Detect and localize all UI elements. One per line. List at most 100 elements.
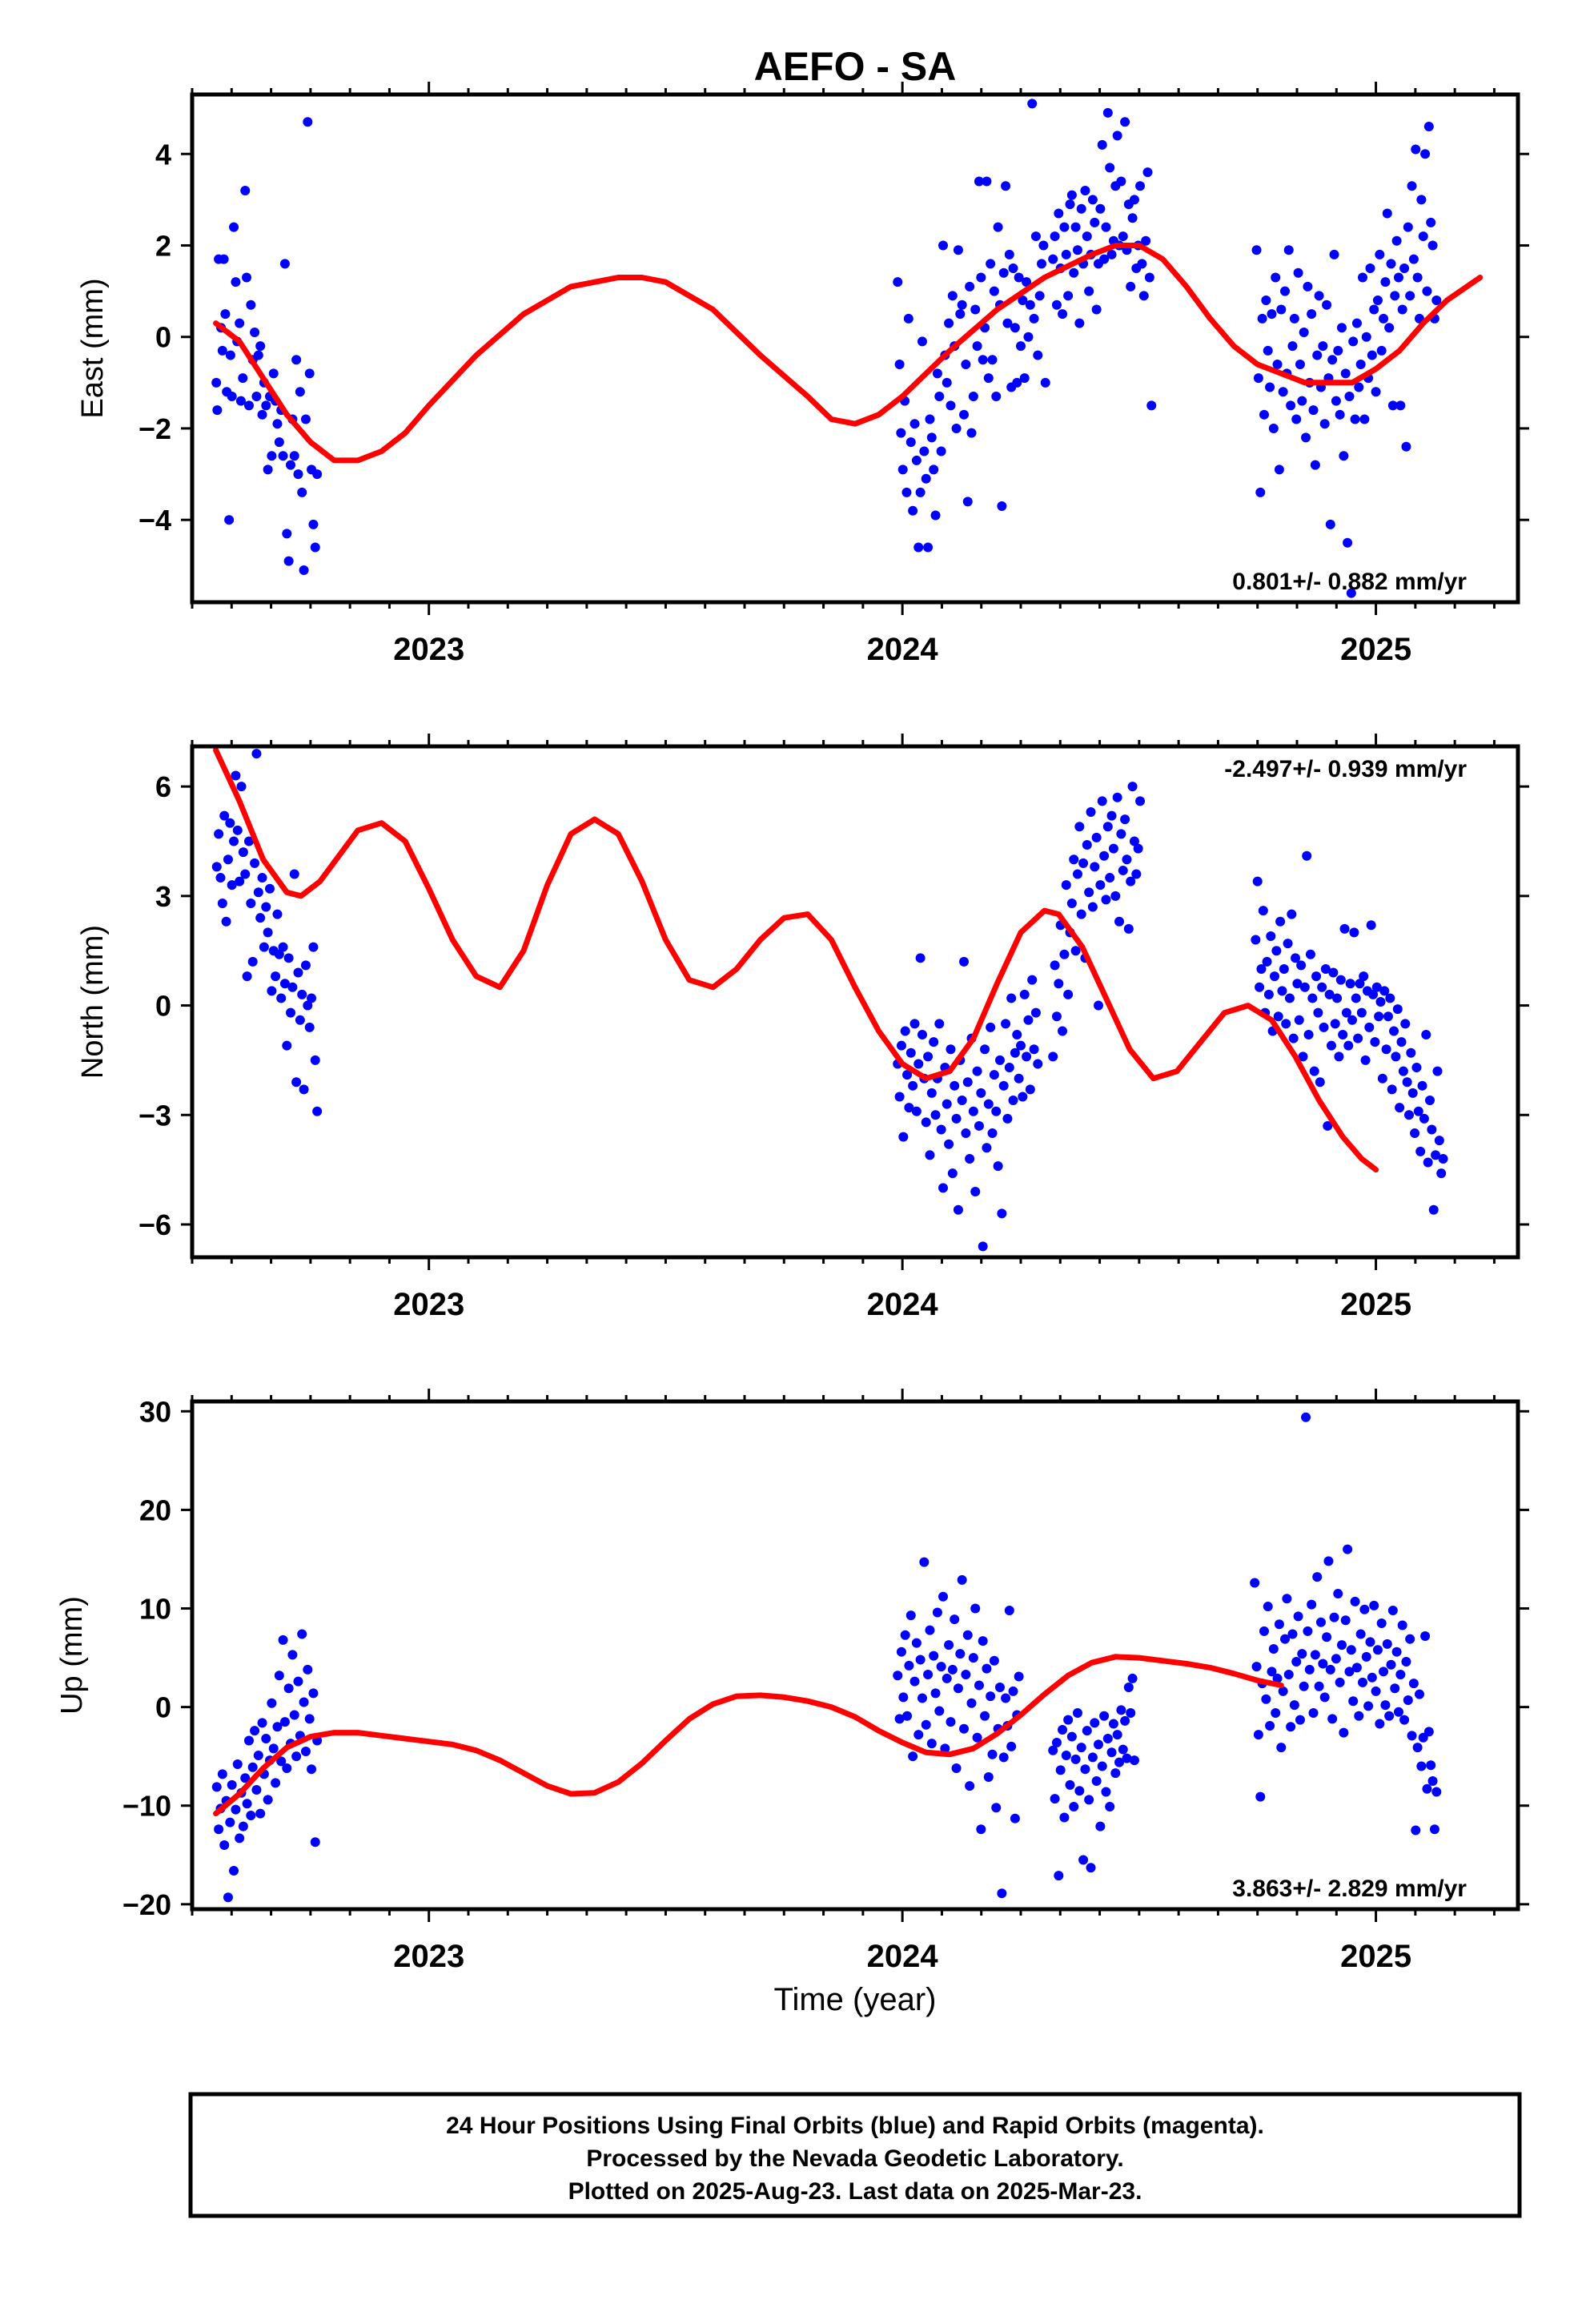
up-data-point xyxy=(1426,1760,1436,1771)
up-data-point xyxy=(307,1764,317,1775)
up-data-point xyxy=(1408,1679,1419,1689)
up-data-point xyxy=(235,1833,245,1844)
east-data-point xyxy=(1371,387,1381,397)
north-data-point xyxy=(253,887,263,898)
east-data-point xyxy=(253,350,263,360)
north-data-point xyxy=(1025,1084,1035,1095)
north-data-point xyxy=(299,1084,309,1095)
east-data-point xyxy=(1420,149,1431,159)
up-data-point xyxy=(1282,1594,1292,1604)
up-data-point xyxy=(240,1773,251,1783)
north-model-curve xyxy=(213,747,1379,1173)
east-data-point xyxy=(1091,304,1102,315)
east-data-point xyxy=(1012,377,1022,388)
east-data-point xyxy=(310,542,320,553)
up-data-point xyxy=(1379,1667,1389,1677)
east-data-point xyxy=(1376,345,1387,356)
north-data-point xyxy=(1258,906,1268,916)
north-x-tick-label: 2023 xyxy=(393,1287,464,1322)
up-data-point xyxy=(1340,1615,1351,1626)
up-rate-label: 3.863+/- 2.829 mm/yr xyxy=(1232,1876,1467,1902)
up-data-point xyxy=(947,1664,958,1675)
north-data-point xyxy=(1029,1044,1039,1055)
up-data-point xyxy=(1293,1611,1303,1622)
footer-line-2: Processed by the Nevada Geodetic Laborat… xyxy=(586,2145,1123,2172)
east-data-point xyxy=(1287,341,1298,352)
east-data-point xyxy=(1008,263,1018,274)
north-data-point xyxy=(1319,1022,1329,1032)
east-data-point xyxy=(225,350,235,360)
north-data-point xyxy=(251,749,262,759)
east-data-point xyxy=(1027,99,1038,109)
north-data-point xyxy=(1277,986,1287,996)
north-data-point xyxy=(942,1099,952,1109)
north-data-point xyxy=(950,1080,960,1091)
up-y-tick-label: −20 xyxy=(122,1888,171,1921)
up-data-point xyxy=(893,1671,903,1681)
east-data-point xyxy=(929,464,939,475)
up-data-point xyxy=(1375,1719,1385,1729)
east-data-point xyxy=(1251,245,1262,255)
north-data-point xyxy=(965,1153,975,1164)
north-data-point xyxy=(1359,971,1369,982)
east-data-point xyxy=(1076,203,1086,214)
east-data-point xyxy=(267,451,277,461)
up-data-point xyxy=(1372,1645,1383,1655)
east-data-point xyxy=(308,519,319,529)
north-data-point xyxy=(1002,1113,1013,1124)
east-data-point xyxy=(282,529,292,539)
up-data-point xyxy=(1069,1801,1079,1811)
north-data-point xyxy=(1326,1040,1336,1051)
north-data-point xyxy=(1012,1030,1022,1040)
north-data-point xyxy=(1296,960,1307,971)
east-data-point xyxy=(1355,359,1366,369)
north-data-point xyxy=(1320,963,1331,974)
east-data-point xyxy=(1255,487,1266,497)
east-data-point xyxy=(986,259,996,269)
north-data-point xyxy=(1370,1037,1380,1047)
east-data-point xyxy=(1059,222,1070,232)
east-data-point xyxy=(1069,267,1079,278)
panel-east: 4 2 0 −2 −4 2023 2024 2025 East (mm) 0.801+/- 0.8… xyxy=(76,82,1529,667)
north-data-point xyxy=(1434,1136,1444,1146)
up-data-point xyxy=(282,1763,292,1773)
east-data-point xyxy=(1391,235,1402,246)
up-data-point xyxy=(946,1717,956,1727)
east-data-point xyxy=(1348,336,1359,347)
east-data-point xyxy=(212,405,223,416)
east-data-point xyxy=(897,464,908,475)
north-data-point xyxy=(1324,989,1335,999)
up-data-point xyxy=(1422,1783,1432,1794)
up-data-point xyxy=(1259,1626,1269,1636)
up-data-point xyxy=(1323,1556,1334,1566)
east-data-point xyxy=(896,428,906,438)
up-data-point xyxy=(1014,1671,1024,1682)
up-data-point xyxy=(1301,1412,1311,1422)
north-data-point xyxy=(1407,1088,1418,1098)
east-data-layer xyxy=(211,99,1484,598)
north-data-point xyxy=(264,883,275,894)
up-data-point xyxy=(1276,1743,1287,1753)
up-data-point xyxy=(1265,1721,1275,1731)
north-data-point xyxy=(1018,1092,1028,1102)
up-data-point xyxy=(966,1698,977,1708)
north-data-point xyxy=(970,1186,981,1196)
east-data-point xyxy=(1265,382,1275,392)
north-data-point xyxy=(1328,967,1339,978)
up-data-point xyxy=(1048,1745,1058,1755)
north-data-point xyxy=(1114,916,1125,927)
east-data-point xyxy=(957,300,967,310)
north-data-point xyxy=(1315,1077,1325,1088)
east-y-axis-label: East (mm) xyxy=(76,278,110,418)
up-data-point xyxy=(1427,1775,1438,1786)
east-data-point xyxy=(261,400,271,411)
east-data-point xyxy=(268,368,279,379)
up-data-point xyxy=(1397,1620,1407,1630)
north-y-tick-label: −3 xyxy=(139,1099,171,1132)
east-data-point xyxy=(1271,272,1281,283)
east-data-point xyxy=(1327,355,1338,365)
up-data-point xyxy=(276,1756,287,1767)
east-data-point xyxy=(923,542,934,553)
north-data-point xyxy=(1419,1113,1429,1124)
east-data-point xyxy=(1354,382,1364,392)
